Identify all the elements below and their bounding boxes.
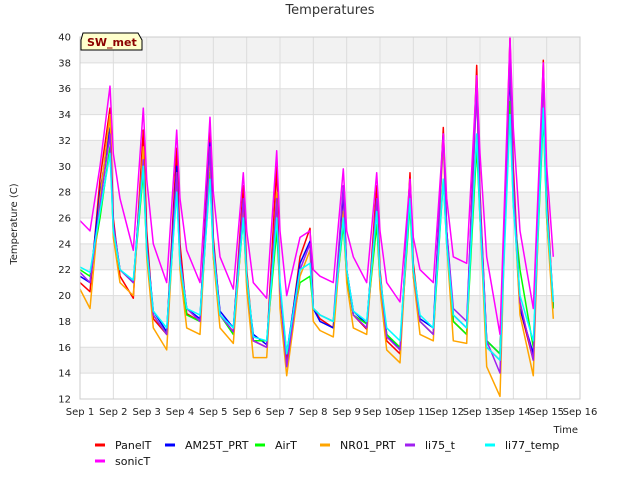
x-tick-label: Sep 5 — [199, 407, 227, 418]
y-tick-label: 34 — [58, 110, 71, 121]
x-tick-label: Sep 2 — [99, 407, 127, 418]
series-line-li77-temp — [79, 107, 555, 361]
series-line-sonict — [79, 36, 555, 336]
x-axis-title: Time — [553, 425, 578, 436]
y-axis-title: Temperature (C) — [9, 183, 20, 265]
x-tick-label: Sep 3 — [132, 407, 160, 418]
x-tick-label: Sep 6 — [232, 407, 260, 418]
y-tick-label: 20 — [58, 291, 71, 302]
station-badge: SW_met — [80, 32, 143, 51]
y-tick-label: 32 — [58, 136, 71, 147]
y-tick-label: 16 — [58, 343, 71, 354]
x-tick-labels: Sep 1 Sep 2 Sep 3 Sep 4 Sep 5 Sep 6 Sep 7 Sep 8… — [66, 407, 598, 418]
x-tick-label: Sep 12 — [429, 407, 464, 418]
x-tick-label: Sep 1 — [66, 407, 94, 418]
legend-label-airt: AirT — [275, 439, 297, 452]
background-band — [80, 347, 580, 374]
y-tick-label: 26 — [58, 214, 71, 225]
legend-label-am25t-prt: AM25T_PRT — [185, 439, 249, 452]
y-tick-label: 14 — [58, 369, 71, 380]
y-tick-label: 38 — [58, 58, 71, 69]
y-tick-label: 28 — [58, 188, 71, 199]
x-tick-label: Sep 10 — [363, 407, 398, 418]
y-tick-label: 24 — [58, 239, 71, 250]
legend-label-li77-temp: li77_temp — [505, 439, 559, 452]
x-tick-label: Sep 14 — [496, 407, 531, 418]
background-band — [80, 88, 580, 115]
y-tick-label: 30 — [58, 162, 71, 173]
x-tick-label: Sep 15 — [529, 407, 564, 418]
x-tick-label: Sep 11 — [396, 407, 431, 418]
x-tick-label: Sep 7 — [266, 407, 294, 418]
station-badge-shape — [80, 32, 143, 51]
background-band — [80, 243, 580, 270]
y-tick-labels: 12 14 16 18 20 22 24 26 28 30 32 34 36 38 40 — [58, 33, 71, 406]
legend: PanelT AM25T_PRT AirT NR01_PRT li75_t li77_te… — [95, 439, 559, 468]
background-band — [80, 140, 580, 167]
x-tick-label: Sep 13 — [463, 407, 498, 418]
y-tick-label: 40 — [58, 33, 71, 44]
y-tick-label: 22 — [58, 265, 71, 276]
chart-title: Temperatures — [284, 3, 374, 18]
station-badge-label: SW_met — [87, 36, 137, 49]
y-tick-label: 36 — [58, 84, 71, 95]
background-band — [80, 192, 580, 218]
y-tick-label: 18 — [58, 317, 71, 328]
x-tick-label: Sep 4 — [166, 407, 194, 418]
x-tick-label: Sep 16 — [563, 407, 598, 418]
plot-frame — [79, 36, 581, 400]
y-tick-label: 12 — [58, 395, 71, 406]
legend-label-panelt: PanelT — [115, 439, 152, 452]
background-band — [80, 37, 580, 63]
x-tick-label: Sep 8 — [299, 407, 327, 418]
series-lines — [79, 36, 555, 398]
legend-label-nr01-prt: NR01_PRT — [340, 439, 396, 452]
legend-label-sonict: sonicT — [115, 455, 151, 468]
legend-label-li75-t: li75_t — [425, 439, 456, 452]
x-tick-label: Sep 9 — [332, 407, 360, 418]
